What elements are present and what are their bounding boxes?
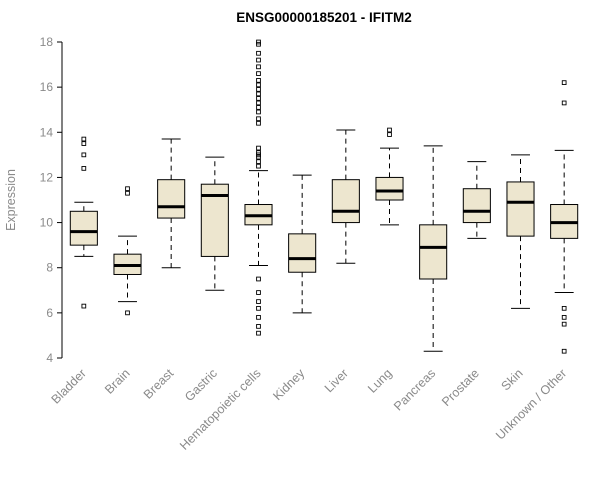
outlier-point: [561, 100, 567, 106]
outlier-point: [561, 305, 567, 311]
chart-title: ENSG00000185201 - IFITM2: [236, 10, 412, 25]
y-tick-label: 12: [40, 170, 54, 184]
outlier-point: [256, 87, 261, 92]
box: [157, 179, 186, 219]
x-category-label: Prostate: [439, 366, 482, 409]
outlier-point: [256, 105, 261, 110]
outlier-point: [256, 109, 261, 115]
outlier-point: [256, 100, 261, 106]
outlier-point: [256, 57, 261, 63]
outlier-point: [256, 324, 261, 329]
outlier-point: [256, 120, 261, 126]
outlier-point: [256, 330, 261, 336]
box: [288, 233, 317, 273]
outlier-point: [256, 96, 261, 101]
y-tick-label: 6: [46, 306, 53, 320]
outlier-point: [125, 186, 130, 192]
outlier-point: [256, 50, 261, 56]
box: [69, 210, 98, 246]
outlier-point: [81, 141, 87, 146]
outlier-point: [256, 64, 261, 70]
y-tick-label: 8: [46, 261, 53, 275]
outlier-point: [81, 136, 87, 142]
y-tick-label: 14: [40, 125, 54, 139]
x-category-label: Kidney: [270, 366, 307, 403]
outlier-point: [125, 190, 130, 196]
x-category-label: Hematopoietic cells: [177, 366, 264, 453]
outlier-point: [561, 315, 567, 320]
outlier-point: [561, 80, 567, 85]
outlier-point: [81, 166, 87, 171]
x-category-label: Bladder: [49, 366, 89, 406]
outlier-point: [561, 348, 567, 354]
outlier-point: [256, 315, 261, 320]
y-tick-label: 10: [40, 216, 54, 230]
box: [506, 181, 535, 237]
outlier-point: [81, 152, 87, 158]
y-tick-label: 4: [46, 351, 53, 365]
outlier-point: [256, 163, 261, 169]
outlier-point: [256, 116, 261, 122]
x-category-label: Lung: [365, 366, 395, 396]
y-tick-label: 18: [40, 35, 54, 49]
plot-area: 4 6 8 10 12 14 16 18 Expression Bladder Brain Breas…: [4, 35, 579, 453]
outlier-point: [256, 78, 261, 83]
outlier-point: [256, 150, 261, 155]
outlier-point: [81, 303, 87, 309]
outlier-point: [256, 290, 261, 295]
x-category-label: Liver: [322, 366, 351, 395]
outlier-point: [256, 305, 261, 311]
outlier-point: [256, 91, 261, 97]
box: [462, 188, 491, 224]
box: [375, 176, 404, 201]
outlier-point: [256, 276, 261, 282]
x-category-label: Pancreas: [391, 366, 438, 413]
box: [331, 179, 360, 224]
y-tick-label: 16: [40, 80, 54, 94]
outlier-point: [256, 82, 261, 88]
x-category-label: Skin: [499, 366, 526, 393]
x-category-label: Breast: [141, 366, 177, 402]
y-axis-title: Expression: [4, 169, 18, 231]
outlier-point: [256, 159, 261, 164]
box: [419, 224, 448, 280]
outlier-point: [125, 310, 130, 316]
outlier-point: [387, 132, 392, 137]
outlier-point: [387, 127, 392, 133]
x-category-label: Gastric: [182, 366, 220, 404]
outlier-point: [256, 299, 261, 304]
outlier-point: [256, 145, 261, 151]
outlier-point: [561, 321, 567, 327]
x-category-label: Brain: [102, 366, 133, 397]
outlier-point: [256, 71, 261, 76]
outlier-point: [256, 39, 261, 45]
